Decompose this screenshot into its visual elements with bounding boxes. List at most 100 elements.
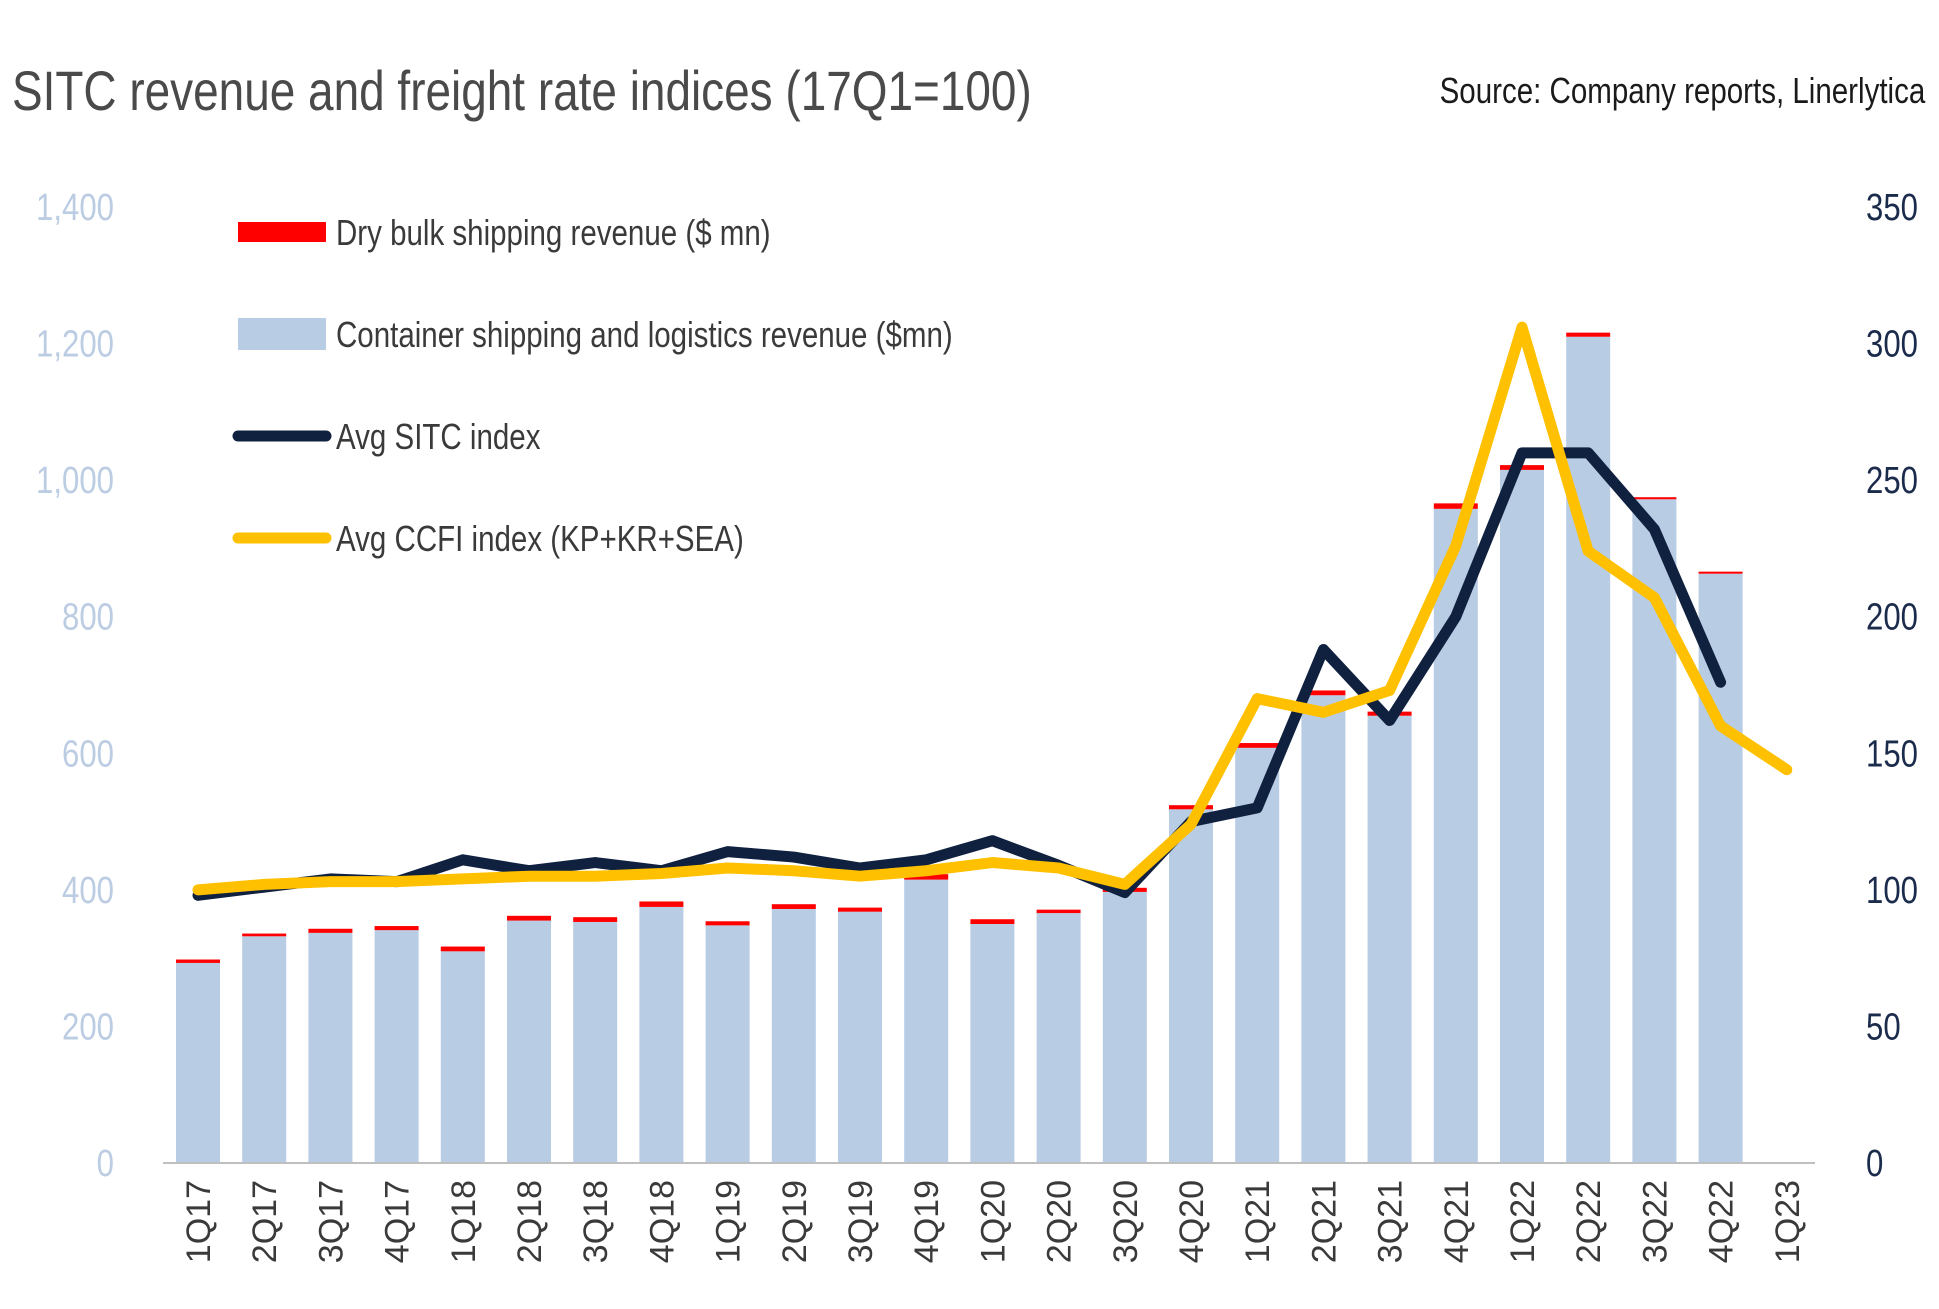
avg-sitc-index-line — [192, 447, 1727, 901]
x-axis-tick: 2Q22 — [1570, 1180, 1608, 1263]
x-axis-tick: 2Q18 — [511, 1180, 549, 1263]
right-axis-tick: 300 — [1866, 324, 1918, 366]
x-axis-tick: 1Q20 — [974, 1180, 1012, 1263]
container-revenue-bar-3Q21 — [1367, 715, 1412, 1163]
right-axis-tick: 350 — [1866, 187, 1918, 229]
container-revenue-bar-4Q18 — [639, 906, 684, 1163]
chart-title: SITC revenue and freight rate indices (1… — [12, 59, 1032, 122]
dry-bulk-revenue-bar-2Q17 — [242, 933, 287, 937]
dry-bulk-revenue-bar-2Q18 — [507, 915, 551, 921]
x-axis: 1Q17 2Q17 3Q17 4Q17 1Q18 2Q18 3Q18 4Q18 1Q19 2Q19… — [180, 1180, 1807, 1263]
dry-bulk-revenue-bar-1Q17 — [176, 959, 220, 963]
dry-bulk-revenue-bar-1Q21 — [1235, 743, 1280, 748]
legend-label: Avg SITC index — [336, 416, 541, 456]
dry-bulk-revenue-bar-4Q21 — [1433, 503, 1478, 509]
x-axis-tick: 1Q18 — [445, 1180, 483, 1263]
left-axis-tick: 1,200 — [36, 324, 114, 366]
dry-bulk-revenue-bar-1Q20 — [970, 919, 1015, 924]
x-axis-tick: 1Q22 — [1504, 1180, 1542, 1263]
dry-bulk-revenue-bar-4Q22 — [1698, 571, 1743, 574]
left-axis: 0 200 400 600 800 1,000 1,200 1,400 — [36, 187, 114, 1185]
x-axis-tick: 3Q18 — [577, 1180, 615, 1263]
dry-bulk-revenue-bar-4Q18 — [639, 901, 684, 907]
left-axis-tick: 1,400 — [36, 187, 114, 229]
dry-bulk-revenue-bar-3Q19 — [838, 907, 882, 912]
right-axis-tick: 150 — [1866, 733, 1918, 775]
container-revenue-bar-4Q22 — [1698, 573, 1743, 1163]
container-revenue-bar-2Q19 — [771, 908, 816, 1163]
dry-bulk-revenue-bar-4Q17 — [374, 926, 419, 931]
dry-bulk-revenue-bar-2Q22 — [1566, 332, 1611, 337]
dry-bulk-revenue-bar-3Q17 — [308, 928, 353, 933]
container-revenue-bar-1Q19 — [705, 925, 750, 1163]
legend-swatch-dry-bulk — [238, 222, 326, 242]
left-axis-tick: 800 — [62, 597, 114, 639]
bars-group — [176, 332, 1743, 1164]
x-axis-tick: 4Q19 — [908, 1180, 946, 1263]
dry-bulk-revenue-bar-1Q19 — [705, 921, 750, 926]
x-axis-tick: 1Q17 — [180, 1180, 218, 1263]
container-revenue-bar-1Q18 — [440, 951, 485, 1163]
x-axis-tick: 3Q17 — [312, 1180, 350, 1263]
x-axis-tick: 4Q22 — [1703, 1180, 1741, 1263]
container-revenue-bar-1Q20 — [970, 924, 1015, 1163]
right-axis-tick: 200 — [1866, 597, 1918, 639]
container-revenue-bar-4Q20 — [1169, 809, 1213, 1163]
x-axis-tick: 4Q21 — [1438, 1180, 1476, 1263]
avg-ccfi-index-line — [192, 321, 1793, 896]
legend-label: Container shipping and logistics revenue… — [336, 314, 953, 354]
container-revenue-bar-3Q22 — [1632, 499, 1677, 1164]
container-revenue-bar-1Q17 — [176, 962, 220, 1163]
dry-bulk-revenue-bar-2Q20 — [1036, 909, 1081, 914]
container-revenue-bar-1Q22 — [1500, 469, 1544, 1163]
left-axis-tick: 600 — [62, 733, 114, 775]
dry-bulk-revenue-bar-4Q20 — [1169, 805, 1213, 810]
legend-label: Avg CCFI index (KP+KR+SEA) — [336, 518, 744, 558]
x-axis-tick: 3Q22 — [1636, 1180, 1674, 1263]
container-revenue-bar-4Q17 — [374, 930, 419, 1163]
container-revenue-bar-3Q20 — [1102, 891, 1147, 1163]
right-axis-tick: 50 — [1866, 1007, 1901, 1049]
x-axis-tick: 1Q21 — [1239, 1180, 1277, 1263]
x-axis-tick: 2Q20 — [1041, 1180, 1079, 1263]
x-axis-tick: 2Q17 — [246, 1180, 284, 1263]
container-revenue-bar-2Q18 — [507, 920, 551, 1163]
dry-bulk-revenue-bar-3Q18 — [573, 917, 618, 922]
x-axis-tick: 1Q19 — [710, 1180, 748, 1263]
x-axis-tick: 1Q23 — [1769, 1180, 1807, 1263]
x-axis-tick: 3Q21 — [1372, 1180, 1410, 1263]
left-axis-tick: 1,000 — [36, 460, 114, 502]
left-axis-tick: 0 — [97, 1143, 114, 1185]
x-axis-tick: 2Q21 — [1305, 1180, 1343, 1263]
right-axis-tick: 100 — [1866, 870, 1918, 912]
container-revenue-bar-3Q19 — [838, 911, 882, 1163]
x-axis-tick: 2Q19 — [776, 1180, 814, 1263]
left-axis-tick: 400 — [62, 870, 114, 912]
right-axis-tick: 0 — [1866, 1143, 1883, 1185]
container-revenue-bar-4Q19 — [904, 879, 949, 1163]
left-axis-tick: 200 — [62, 1007, 114, 1049]
x-axis-tick: 3Q20 — [1107, 1180, 1145, 1263]
dry-bulk-revenue-bar-1Q18 — [440, 946, 485, 952]
legend-swatch-container — [238, 318, 326, 350]
container-revenue-bar-1Q21 — [1235, 747, 1280, 1163]
x-axis-tick: 4Q18 — [643, 1180, 681, 1263]
dry-bulk-revenue-bar-2Q19 — [771, 904, 816, 909]
container-revenue-bar-3Q18 — [573, 921, 618, 1163]
x-axis-tick: 3Q19 — [842, 1180, 880, 1263]
x-axis-tick: 4Q17 — [379, 1180, 417, 1263]
container-revenue-bar-2Q20 — [1036, 913, 1081, 1163]
right-axis: 0 50 100 150 200 250 300 350 — [1866, 187, 1918, 1185]
container-revenue-bar-2Q21 — [1301, 695, 1346, 1163]
lines-group — [192, 321, 1793, 901]
x-axis-tick: 4Q20 — [1173, 1180, 1211, 1263]
dry-bulk-revenue-bar-4Q19 — [904, 874, 949, 880]
legend: Dry bulk shipping revenue ($ mn) Containe… — [232, 212, 953, 559]
right-axis-tick: 250 — [1866, 460, 1918, 502]
dry-bulk-revenue-bar-3Q22 — [1632, 497, 1677, 500]
legend-label: Dry bulk shipping revenue ($ mn) — [336, 212, 771, 252]
chart-source: Source: Company reports, Linerlytica — [1439, 70, 1925, 111]
container-revenue-bar-2Q17 — [242, 936, 287, 1163]
dry-bulk-revenue-bar-2Q21 — [1301, 690, 1346, 696]
